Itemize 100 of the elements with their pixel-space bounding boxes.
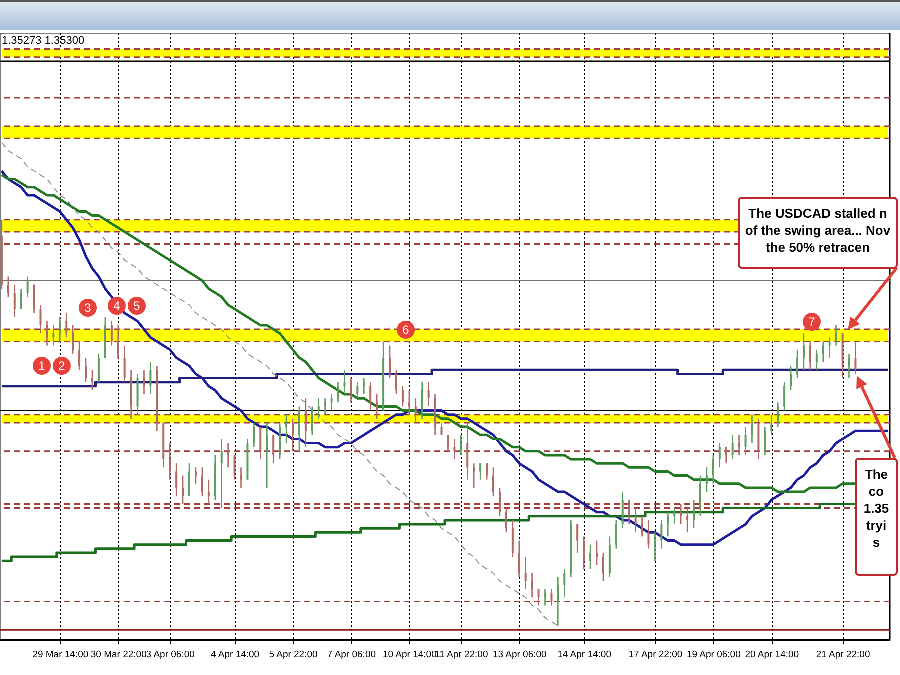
annotation: The co 1.35 tryi s bbox=[864, 467, 890, 550]
candlestick bbox=[40, 304, 42, 334]
x-tick-label: 10 Apr 14:00 bbox=[382, 650, 437, 660]
candlestick bbox=[784, 382, 786, 412]
x-tick-label: 7 Apr 06:00 bbox=[327, 650, 376, 660]
candlestick bbox=[220, 438, 223, 509]
annotation: 3 bbox=[79, 299, 97, 317]
candlestick bbox=[26, 276, 29, 298]
candlestick bbox=[816, 349, 818, 371]
candlestick bbox=[266, 422, 268, 489]
candlestick bbox=[770, 414, 773, 436]
candlestick bbox=[350, 378, 352, 404]
candlestick bbox=[764, 426, 766, 456]
candlestick bbox=[835, 324, 838, 346]
candlestick bbox=[85, 357, 88, 383]
annotation: 4 bbox=[108, 297, 126, 315]
candlestick bbox=[854, 341, 857, 375]
candlestick bbox=[544, 588, 546, 606]
candlestick bbox=[796, 349, 799, 379]
candlestick bbox=[518, 540, 520, 578]
x-tick-label: 19 Apr 06:00 bbox=[686, 650, 741, 660]
candlestick bbox=[498, 487, 501, 518]
candlestick bbox=[286, 414, 288, 444]
x-tick-label: 21 Apr 22:00 bbox=[816, 650, 870, 660]
candlestick bbox=[370, 382, 372, 412]
candlestick bbox=[414, 398, 417, 424]
candlestick bbox=[292, 418, 294, 452]
candlestick bbox=[790, 365, 792, 392]
candlestick bbox=[402, 386, 404, 408]
candlestick bbox=[304, 398, 307, 448]
x-tick-label: 17 Apr 22:00 bbox=[628, 650, 683, 660]
candlestick bbox=[531, 572, 534, 598]
candlestick bbox=[318, 398, 320, 420]
candlestick bbox=[253, 422, 256, 448]
candlestick bbox=[227, 442, 230, 468]
candlestick bbox=[641, 516, 644, 538]
annotation: 1 bbox=[33, 357, 51, 375]
candlestick bbox=[311, 406, 314, 436]
candlestick bbox=[454, 438, 456, 460]
candlestick bbox=[272, 434, 275, 464]
candlestick bbox=[460, 434, 462, 456]
candlestick bbox=[822, 341, 824, 363]
candlestick bbox=[583, 536, 586, 570]
x-tick-label: 30 Mar 22:00 bbox=[90, 650, 147, 660]
x-tick-label: 3 Apr 06:00 bbox=[146, 650, 195, 660]
candlestick bbox=[169, 442, 172, 480]
candlestick bbox=[732, 434, 734, 460]
candlestick bbox=[408, 390, 410, 416]
candlestick bbox=[324, 398, 326, 416]
candlestick bbox=[660, 520, 663, 550]
candlestick bbox=[602, 552, 604, 582]
callout-box: The co 1.35 tryi s bbox=[855, 458, 898, 576]
candlestick bbox=[473, 462, 476, 489]
candlestick bbox=[176, 462, 178, 497]
candlestick bbox=[395, 370, 398, 396]
candlestick bbox=[7, 276, 10, 298]
candlestick bbox=[538, 588, 540, 606]
candlestick bbox=[150, 361, 152, 396]
candlestick bbox=[809, 341, 812, 371]
candlestick bbox=[78, 341, 81, 371]
candlestick bbox=[356, 382, 359, 400]
x-tick-label: 5 Apr 22:00 bbox=[269, 650, 318, 660]
candlestick bbox=[648, 520, 650, 550]
candlestick bbox=[505, 508, 508, 534]
candlestick bbox=[615, 520, 618, 550]
candlestick bbox=[738, 434, 740, 456]
annotation: The USDCAD stalled n of the swing area... Nov the 50% retracen bbox=[745, 206, 891, 255]
candlestick bbox=[376, 394, 378, 420]
candlestick bbox=[524, 556, 527, 590]
candlestick bbox=[848, 353, 850, 379]
candlestick bbox=[680, 504, 682, 526]
x-tick-label: 11 Apr 22:00 bbox=[435, 650, 488, 660]
candlestick bbox=[480, 462, 482, 480]
candlestick bbox=[751, 414, 754, 444]
candlestick bbox=[182, 475, 184, 505]
candlestick bbox=[712, 454, 714, 485]
text: 1.35273 1.35300 bbox=[2, 35, 85, 47]
candlestick bbox=[447, 434, 450, 452]
candlestick bbox=[337, 382, 340, 404]
candlestick bbox=[550, 588, 553, 606]
candlestick bbox=[20, 288, 22, 310]
candlestick bbox=[590, 544, 592, 570]
candlestick bbox=[802, 332, 805, 371]
candlestick bbox=[828, 337, 831, 359]
candlestick bbox=[486, 462, 488, 480]
candlestick bbox=[628, 499, 630, 526]
candlestick bbox=[557, 576, 560, 627]
x-tick-label: 14 Apr 14:00 bbox=[558, 650, 612, 660]
candlestick bbox=[234, 454, 236, 480]
candlestick bbox=[59, 316, 62, 342]
candlestick bbox=[110, 320, 113, 346]
candlestick bbox=[686, 508, 689, 534]
x-tick-label: 13 Apr 06:00 bbox=[492, 650, 547, 660]
callout-box: The USDCAD stalled n of the swing area... Nov the 50% retracen bbox=[738, 197, 898, 269]
candlestick bbox=[208, 479, 210, 505]
candlestick bbox=[428, 382, 430, 408]
candlestick bbox=[706, 466, 708, 493]
candlestick bbox=[14, 284, 16, 318]
candlestick bbox=[66, 312, 68, 338]
candlestick bbox=[201, 466, 204, 497]
